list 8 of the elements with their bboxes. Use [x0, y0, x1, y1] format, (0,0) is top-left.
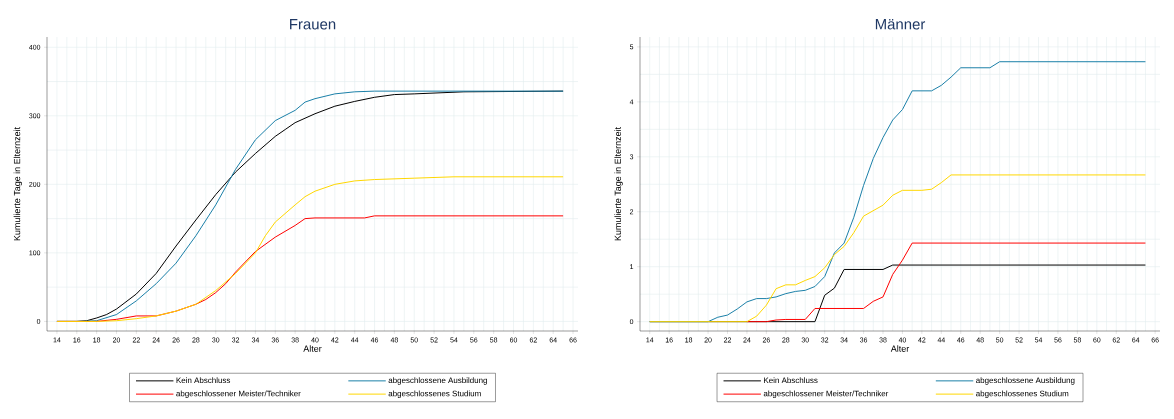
chart-title: Frauen [290, 19, 336, 30]
line-series [56, 176, 564, 322]
line-series [746, 242, 1146, 323]
chart-title: Männer [875, 19, 926, 30]
y-axis-title: Kumulierte Tage in Elternzeit [614, 127, 623, 241]
x-axis-title: Alter [890, 345, 910, 352]
x-axis-title: Alter [303, 345, 322, 352]
y-axis-title: Kumulierte Tage in Elternzeit [13, 127, 22, 241]
